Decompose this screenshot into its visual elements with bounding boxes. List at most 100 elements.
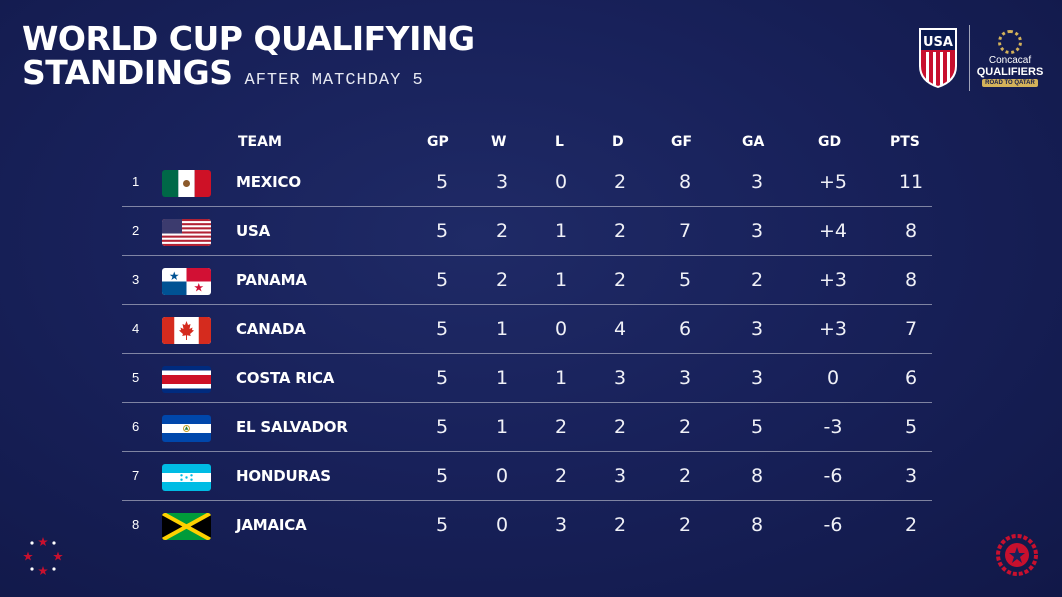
- draws: 2: [613, 514, 627, 536]
- points: 3: [904, 465, 918, 487]
- team-name: EL SALVADOR: [236, 418, 348, 436]
- points: 8: [904, 269, 918, 291]
- draws: 3: [613, 465, 627, 487]
- team-name: HONDURAS: [236, 467, 331, 485]
- gp: 5: [435, 220, 449, 242]
- team-name: CANADA: [236, 320, 306, 338]
- team-name: USA: [236, 222, 270, 240]
- goals-for: 6: [678, 318, 692, 340]
- draws: 2: [613, 269, 627, 291]
- gp: 5: [435, 416, 449, 438]
- points: 5: [904, 416, 918, 438]
- logo-divider: [969, 25, 970, 91]
- wins: 2: [495, 269, 509, 291]
- table-header: TEAM GP W L D GF GA GD PTS: [122, 130, 932, 158]
- mexico-flag-icon: [162, 170, 211, 197]
- goals-against: 3: [750, 318, 764, 340]
- goals-against: 3: [750, 367, 764, 389]
- losses: 2: [554, 465, 568, 487]
- rank: 5: [132, 370, 140, 385]
- goal-difference: +5: [818, 171, 847, 193]
- table-row: 4 CANADA 5 1 0 4 6 3 +3 7: [122, 305, 932, 354]
- col-gp: GP: [427, 134, 449, 150]
- losses: 0: [554, 171, 568, 193]
- draws: 2: [613, 171, 627, 193]
- col-pts: PTS: [890, 134, 920, 150]
- subtitle: AFTER MATCHDAY 5: [244, 71, 424, 90]
- title-line-1: WORLD CUP QUALIFYING: [22, 19, 475, 58]
- title-line-2: STANDINGS: [22, 53, 233, 92]
- jamaica-flag-icon: [162, 513, 211, 540]
- concacaf-ring-icon: [998, 29, 1022, 54]
- emblem-icon: [996, 534, 1038, 576]
- goals-against: 8: [750, 465, 764, 487]
- gp: 5: [435, 318, 449, 340]
- goals-for: 2: [678, 416, 692, 438]
- rank: 8: [132, 517, 140, 532]
- us-soccer-crest-icon: USA: [919, 28, 957, 88]
- col-d: D: [612, 134, 624, 150]
- goals-against: 2: [750, 269, 764, 291]
- wins: 3: [495, 171, 509, 193]
- col-gd: GD: [818, 134, 842, 150]
- goal-difference: 0: [826, 367, 840, 389]
- concacaf-text: Concacaf: [988, 54, 1032, 66]
- goal-difference: -3: [823, 416, 843, 438]
- wins: 1: [495, 367, 509, 389]
- draws: 4: [613, 318, 627, 340]
- points: 8: [904, 220, 918, 242]
- gp: 5: [435, 171, 449, 193]
- losses: 3: [554, 514, 568, 536]
- gp: 5: [435, 269, 449, 291]
- wins: 0: [495, 514, 509, 536]
- table-row: 6 EL SALVADOR 5 1 2 2 2 5 -3 5: [122, 403, 932, 452]
- col-l: L: [555, 134, 564, 150]
- col-team: TEAM: [238, 134, 282, 150]
- rank: 2: [132, 223, 140, 238]
- concacaf-qualifiers-logo: Concacaf QUALIFIERS ROAD TO QATAR: [977, 29, 1043, 87]
- costa-rica-flag-icon: [162, 366, 211, 393]
- team-name: MEXICO: [236, 173, 301, 191]
- gp: 5: [435, 465, 449, 487]
- road-to-qatar-text: ROAD TO QATAR: [982, 78, 1038, 87]
- rank: 3: [132, 272, 140, 287]
- losses: 0: [554, 318, 568, 340]
- col-gf: GF: [671, 134, 693, 150]
- goal-difference: -6: [823, 514, 843, 536]
- losses: 1: [554, 220, 568, 242]
- losses: 2: [554, 416, 568, 438]
- goals-for: 2: [678, 514, 692, 536]
- rank: 4: [132, 321, 140, 336]
- goals-for: 3: [678, 367, 692, 389]
- page-title: WORLD CUP QUALIFYING STANDINGS AFTER MAT…: [22, 22, 475, 98]
- draws: 3: [613, 367, 627, 389]
- goals-for: 8: [678, 171, 692, 193]
- canada-flag-icon: [162, 317, 211, 344]
- wins: 1: [495, 318, 509, 340]
- col-ga: GA: [742, 134, 765, 150]
- points: 7: [904, 318, 918, 340]
- rank: 1: [132, 174, 140, 189]
- goal-difference: -6: [823, 465, 843, 487]
- team-name: JAMAICA: [236, 516, 307, 534]
- table-row: 3 PANAMA 5 2 1 2 5 2 +3 8: [122, 256, 932, 305]
- team-name: COSTA RICA: [236, 369, 335, 387]
- draws: 2: [613, 220, 627, 242]
- standings-table: TEAM GP W L D GF GA GD PTS 1 MEXICO 5 3 …: [122, 130, 932, 549]
- table-row: 2 USA 5 2 1 2 7 3 +4 8: [122, 207, 932, 256]
- table-row: 5 COSTA RICA 5 1 1 3 3 3 0 6: [122, 354, 932, 403]
- table-row: 8 JAMAICA 5 0 3 2 2 8 -6 2: [122, 501, 932, 549]
- rank: 6: [132, 419, 140, 434]
- points: 11: [898, 171, 924, 193]
- goal-difference: +3: [818, 269, 847, 291]
- losses: 1: [554, 367, 568, 389]
- goals-for: 7: [678, 220, 692, 242]
- header-logos: USA Concacaf QUALIFIERS ROAD TO QATAR: [917, 25, 1043, 91]
- goal-difference: +4: [818, 220, 847, 242]
- rank: 7: [132, 468, 140, 483]
- points: 2: [904, 514, 918, 536]
- points: 6: [904, 367, 918, 389]
- col-w: W: [491, 134, 507, 150]
- wins: 0: [495, 465, 509, 487]
- goal-difference: +3: [818, 318, 847, 340]
